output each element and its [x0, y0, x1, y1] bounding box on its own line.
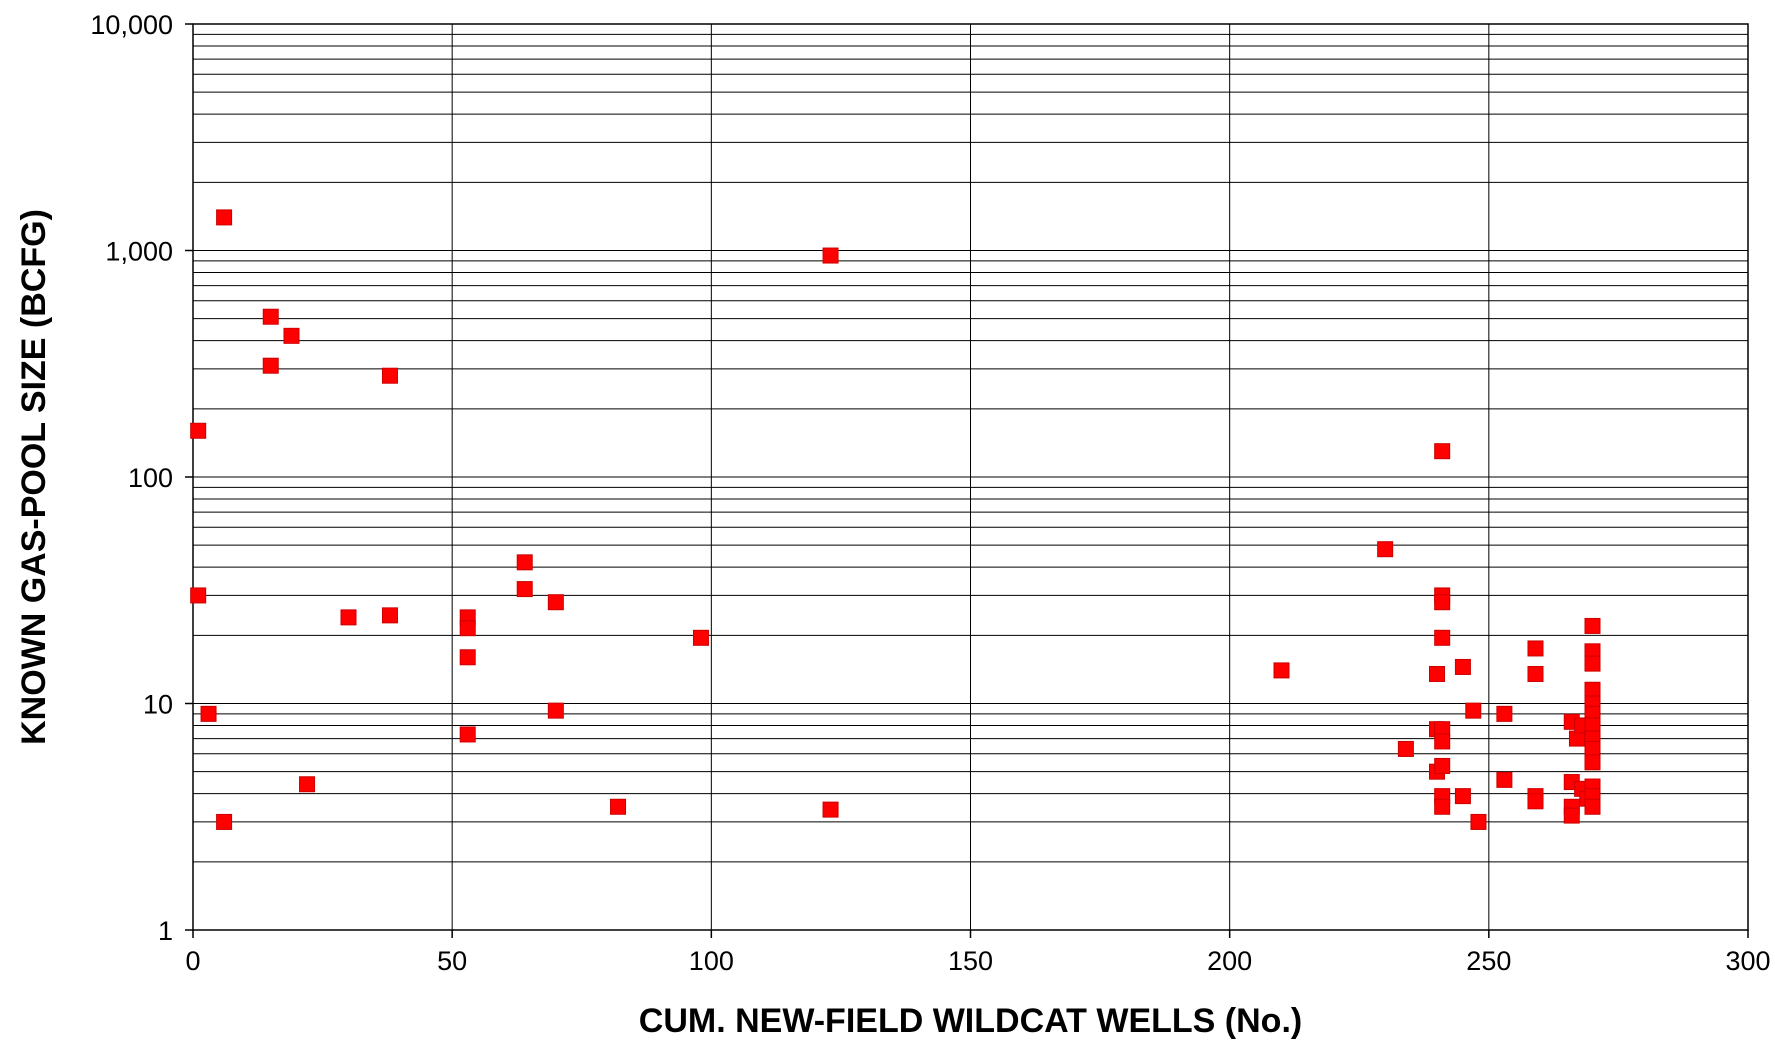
data-point: [1397, 740, 1414, 757]
data-point: [381, 607, 398, 624]
y-tick-label: 1: [158, 916, 173, 946]
data-point: [216, 209, 233, 226]
x-tick-label: 100: [689, 946, 734, 976]
data-point: [1584, 617, 1601, 634]
data-point: [1434, 594, 1451, 611]
x-tick-label: 50: [437, 946, 467, 976]
x-tick-label: 0: [185, 946, 200, 976]
x-tick-label: 200: [1207, 946, 1252, 976]
data-point: [1496, 705, 1513, 722]
data-point: [1584, 754, 1601, 771]
data-point: [262, 357, 279, 374]
data-point: [1496, 771, 1513, 788]
y-tick-label: 10: [143, 690, 173, 720]
data-point: [190, 587, 207, 604]
y-tick-label: 1,000: [105, 237, 173, 267]
data-point: [1273, 662, 1290, 679]
axis-ticks: 0 50 100 150 200 250 300 1 10 100 1,000 10,000: [90, 10, 1770, 976]
data-point: [283, 327, 300, 344]
data-point: [1584, 740, 1601, 757]
data-point: [822, 247, 839, 264]
data-point: [1429, 665, 1445, 682]
data-point: [516, 554, 533, 571]
data-point: [1465, 702, 1482, 719]
y-axis-title: KNOWN GAS-POOL SIZE (BCFG): [15, 209, 53, 745]
x-axis-title: CUM. NEW-FIELD WILDCAT WELLS (No.): [639, 1002, 1302, 1040]
x-tick-label: 150: [948, 946, 993, 976]
data-point: [200, 705, 217, 722]
data-point: [216, 813, 233, 830]
data-point: [190, 422, 207, 439]
data-point: [1454, 788, 1471, 805]
x-tick-label: 250: [1466, 946, 1511, 976]
data-point: [1584, 798, 1601, 815]
data-point: [381, 367, 398, 384]
data-point: [1434, 733, 1451, 750]
data-point: [822, 801, 839, 818]
data-point: [299, 776, 316, 793]
data-point: [1434, 757, 1451, 774]
y-tick-label: 100: [128, 463, 173, 493]
data-point: [1527, 793, 1544, 810]
data-point: [1434, 798, 1451, 815]
data-point: [459, 726, 476, 743]
y-tick-label: 10,000: [90, 10, 173, 40]
data-point: [1584, 681, 1601, 698]
data-point: [262, 308, 279, 325]
data-point: [1454, 658, 1471, 675]
x-tick-label: 300: [1725, 946, 1770, 976]
data-point: [1377, 541, 1394, 558]
data-point: [340, 609, 357, 626]
data-point: [547, 594, 564, 611]
data-point: [1434, 629, 1451, 646]
data-point: [547, 702, 564, 719]
data-point: [1563, 807, 1580, 824]
data-point: [1470, 813, 1487, 830]
data-point: [610, 798, 627, 815]
data-points: [190, 209, 1601, 830]
grid-lines: [192, 24, 1749, 931]
data-point: [692, 629, 709, 646]
data-point: [1527, 640, 1544, 657]
data-point: [1527, 665, 1544, 682]
data-point: [516, 581, 533, 598]
data-point: [1434, 443, 1451, 460]
data-point: [459, 649, 476, 666]
data-point: [1584, 655, 1601, 672]
data-point: [459, 620, 476, 637]
